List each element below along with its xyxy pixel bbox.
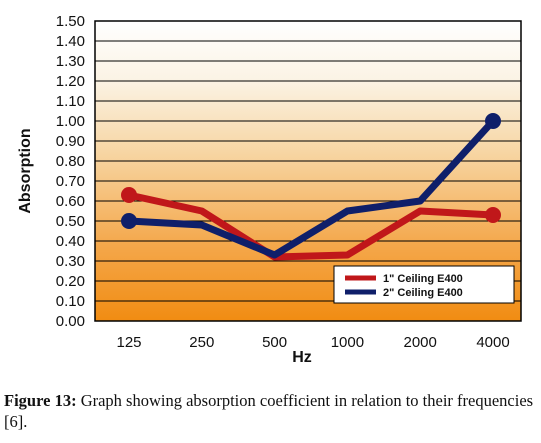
grid-lines: [95, 40, 521, 302]
legend-label: 1" Ceiling E400: [383, 273, 463, 285]
absorption-chart: 0.00 0.10 0.20 0.30 0.40 0.50 0.60 0.70 0.80 0.90…: [17, 13, 522, 366]
y-tick-label: 1.30: [56, 53, 85, 70]
series-line-1: [125, 191, 497, 261]
x-tick-label: 500: [262, 334, 287, 351]
legend-box: [333, 265, 515, 304]
y-tick-label: 0.80: [56, 153, 85, 170]
y-tick-label: 0.20: [56, 273, 85, 290]
caption-label: Figure 13:: [4, 391, 77, 410]
series-lines: [121, 113, 501, 261]
y-tick-label: 0.70: [56, 173, 85, 190]
y-tick-label: 1.50: [56, 13, 85, 30]
data-point: [121, 213, 137, 229]
plot-frame: [94, 20, 522, 322]
x-axis-ticks: 125 250 500 1000 2000 4000: [116, 334, 509, 351]
y-tick-label: 0.90: [56, 133, 85, 150]
x-tick-label: 250: [189, 334, 214, 351]
y-tick-label: 0.60: [56, 193, 85, 210]
y-tick-label: 1.10: [56, 93, 85, 110]
x-tick-label: 2000: [404, 334, 437, 351]
y-tick-label: 1.40: [56, 33, 85, 50]
y-tick-label: 0.50: [56, 213, 85, 230]
data-point: [485, 207, 501, 223]
x-axis-title: Hz: [292, 349, 312, 366]
figure-caption: Figure 13: Graph showing absorption coef…: [4, 390, 536, 432]
y-axis-ticks: 0.00 0.10 0.20 0.30 0.40 0.50 0.60 0.70 0.80 0.90…: [56, 13, 85, 330]
y-tick-label: 1.20: [56, 73, 85, 90]
y-tick-label: 0.00: [56, 313, 85, 330]
legend: 1" Ceiling E400 2" Ceiling E400: [333, 265, 515, 304]
y-tick-label: 1.00: [56, 113, 85, 130]
x-tick-label: 4000: [476, 334, 509, 351]
y-tick-label: 0.30: [56, 253, 85, 270]
caption-text: Graph showing absorption coefficient in …: [4, 391, 534, 431]
legend-label: 2" Ceiling E400: [383, 287, 463, 299]
series-line-2: [125, 117, 497, 259]
data-point: [485, 113, 501, 129]
x-tick-label: 125: [116, 334, 141, 351]
data-point: [121, 187, 137, 203]
y-tick-label: 0.10: [56, 293, 85, 310]
y-axis-title: Absorption: [17, 128, 34, 213]
x-tick-label: 1000: [331, 334, 364, 351]
y-tick-label: 0.40: [56, 233, 85, 250]
